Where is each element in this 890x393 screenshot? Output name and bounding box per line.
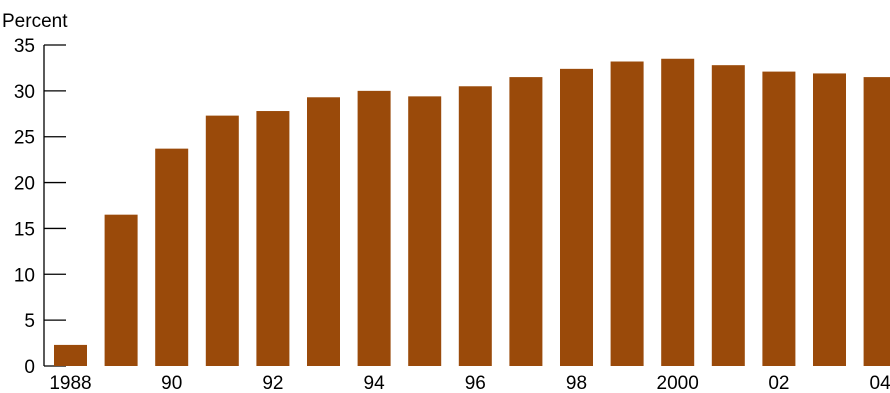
y-tick-label: 25 xyxy=(14,128,35,149)
bar-1998 xyxy=(560,68,593,367)
x-tick-label: 98 xyxy=(566,373,587,393)
y-tick-label: 35 xyxy=(14,36,35,57)
y-axis: 0 5 10 15 20 25 30 35 xyxy=(14,36,66,378)
y-axis-label: Percent xyxy=(2,11,68,32)
y-tick-label: 5 xyxy=(24,311,35,332)
bar-1999 xyxy=(610,61,644,366)
bar-1988 xyxy=(54,344,87,366)
y-tick-label: 10 xyxy=(14,265,35,286)
bar-2003 xyxy=(813,73,846,366)
bar-1992 xyxy=(256,111,290,366)
x-tick-label: 92 xyxy=(262,373,283,393)
bar-1991 xyxy=(205,115,239,367)
bar-2000 xyxy=(661,58,695,366)
x-tick-label: 2000 xyxy=(657,373,699,393)
x-axis: 1988 90 92 94 96 98 2000 02 04 xyxy=(49,373,890,393)
x-tick-label: 94 xyxy=(364,373,386,393)
bar-2004 xyxy=(863,77,890,366)
bar-1994 xyxy=(357,90,391,366)
x-tick-label: 04 xyxy=(870,373,890,393)
x-tick-label: 1988 xyxy=(49,373,91,393)
bar-1996 xyxy=(458,86,492,367)
bar-2001 xyxy=(711,65,745,367)
y-tick-label: 15 xyxy=(14,219,35,240)
x-tick-label: 96 xyxy=(465,373,486,393)
bar-1989 xyxy=(104,214,138,366)
bars xyxy=(54,58,890,367)
x-tick-label: 02 xyxy=(768,373,789,393)
bar-1995 xyxy=(408,96,442,367)
bar-1990 xyxy=(155,148,189,366)
y-tick-label: 30 xyxy=(14,82,35,103)
bar-1997 xyxy=(509,77,543,366)
y-tick-label: 20 xyxy=(14,174,35,195)
bar-1993 xyxy=(307,97,340,366)
x-tick-label: 90 xyxy=(161,373,182,393)
bar-2002 xyxy=(762,71,796,367)
y-tick-label: 0 xyxy=(24,357,35,378)
